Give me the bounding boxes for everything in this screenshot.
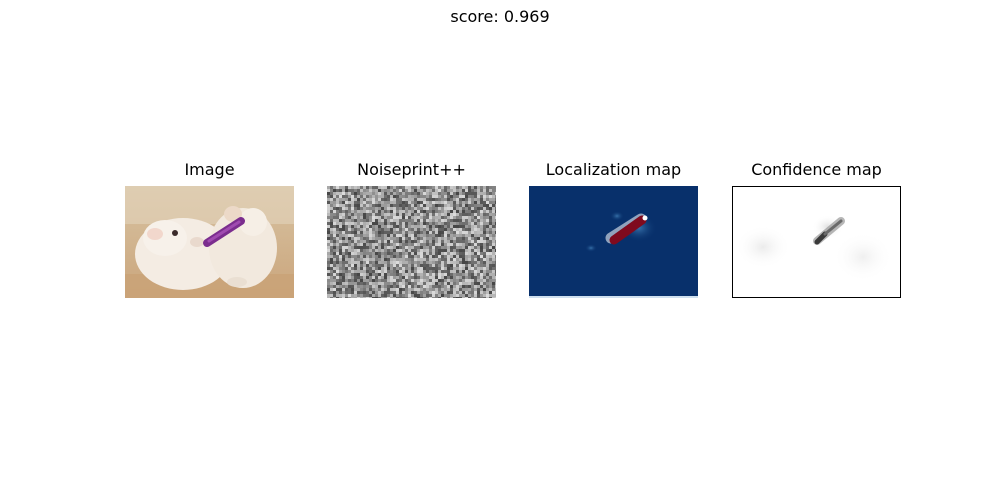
panel-title-noiseprint: Noiseprint++	[357, 160, 466, 179]
confidence-map	[732, 186, 901, 298]
panel-title-confidence: Confidence map	[751, 160, 882, 179]
figure-title: score: 0.969	[450, 7, 550, 26]
localization-heatmap	[529, 186, 698, 298]
panel-title-localization: Localization map	[545, 160, 682, 179]
photo-image	[125, 186, 294, 298]
noise-texture-image	[327, 186, 496, 298]
panel-title-image: Image	[184, 160, 235, 179]
